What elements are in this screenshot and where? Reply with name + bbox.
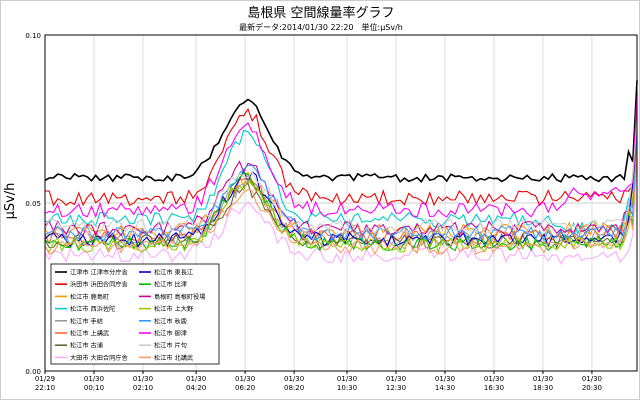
y-tick-label: 0.10 <box>25 32 41 40</box>
series-line <box>44 155 638 265</box>
x-tick-date: 01/30 <box>435 375 455 383</box>
x-tick-time: 20:30 <box>582 384 602 392</box>
series-group <box>44 80 638 265</box>
x-tick-time: 08:20 <box>284 384 304 392</box>
x-tick-time: 02:10 <box>133 384 153 392</box>
x-tick-time: 22:10 <box>35 384 55 392</box>
series-line <box>44 148 638 255</box>
series-line <box>44 95 638 219</box>
legend-box <box>50 263 220 365</box>
series-line <box>44 125 638 236</box>
x-tick-time: 18:30 <box>533 384 553 392</box>
y-tick-label: 0.00 <box>25 368 41 376</box>
chart-title: 島根県 空間線量率グラフ <box>247 5 394 21</box>
x-tick-date: 01/29 <box>35 375 55 383</box>
x-tick-date: 01/30 <box>582 375 602 383</box>
x-tick-date: 01/30 <box>235 375 255 383</box>
legend-entry: 大田市 大田合同庁舎 <box>70 354 128 362</box>
x-tick-date: 01/30 <box>386 375 406 383</box>
legend-entry: 松江市 秋鹿 <box>154 317 187 325</box>
series-line <box>44 80 638 184</box>
legend-entry: 松江市 御津 <box>154 330 187 338</box>
legend-entry: 江津市 江津市分庁舎 <box>70 269 128 277</box>
legend-entry: 松江市 鹿島町 <box>70 293 109 301</box>
legend-entry: 松江市 片句 <box>154 342 187 350</box>
legend-entry: 島根町 島根町役場 <box>154 293 205 301</box>
legend-entry: 松江市 西浜佐陀 <box>70 305 115 313</box>
x-tick-time: 04:20 <box>186 384 206 392</box>
legend-entry: 松江市 北講武 <box>154 354 193 362</box>
chart-subtitle: 最新データ:2014/01/30 22:20 単位:μSv/h <box>239 22 403 32</box>
legend-entry: 浜田市 浜田合同庁舎 <box>70 281 128 289</box>
x-tick-time: 00:10 <box>84 384 104 392</box>
y-axis-label: μSv/h <box>3 183 18 220</box>
x-tick-time: 06:20 <box>235 384 255 392</box>
grid-lines <box>44 35 637 371</box>
legend-entry: 松江市 上大野 <box>154 305 193 313</box>
series-line <box>44 94 638 207</box>
series-line <box>44 125 638 240</box>
legend-entry: 松江市 上講武 <box>70 330 109 338</box>
x-tick-date: 01/30 <box>484 375 504 383</box>
y-tick-labels: 0.00 0.05 0.10 <box>25 32 41 376</box>
x-tick-date: 01/30 <box>186 375 206 383</box>
plot-area-border <box>44 34 638 372</box>
x-tick-date: 01/30 <box>84 375 104 383</box>
series-line <box>44 135 638 242</box>
legend-entry: 松江市 手結 <box>70 317 103 325</box>
x-tick-time: 12:30 <box>386 384 406 392</box>
x-tick-date: 01/30 <box>337 375 357 383</box>
legend-entry: 松江市 比津 <box>154 281 187 289</box>
x-tick-time: 14:30 <box>435 384 455 392</box>
x-tick-date: 01/30 <box>284 375 304 383</box>
series-line <box>44 149 638 255</box>
series-line <box>44 118 638 237</box>
legend-entry: 松江市 古浦 <box>70 342 103 350</box>
series-line <box>44 135 638 252</box>
x-tick-time: 10:30 <box>337 384 357 392</box>
legend-entry: 松江市 東長江 <box>154 269 193 277</box>
x-tick-time: 16:30 <box>484 384 504 392</box>
x-tick-date: 01/30 <box>133 375 153 383</box>
y-tick-label: 0.05 <box>25 200 41 208</box>
x-tick-date: 01/30 <box>533 375 553 383</box>
series-line <box>44 120 638 236</box>
x-tick-labels: 01/2922:1001/3000:1001/3002:1001/3004:20… <box>35 371 602 392</box>
